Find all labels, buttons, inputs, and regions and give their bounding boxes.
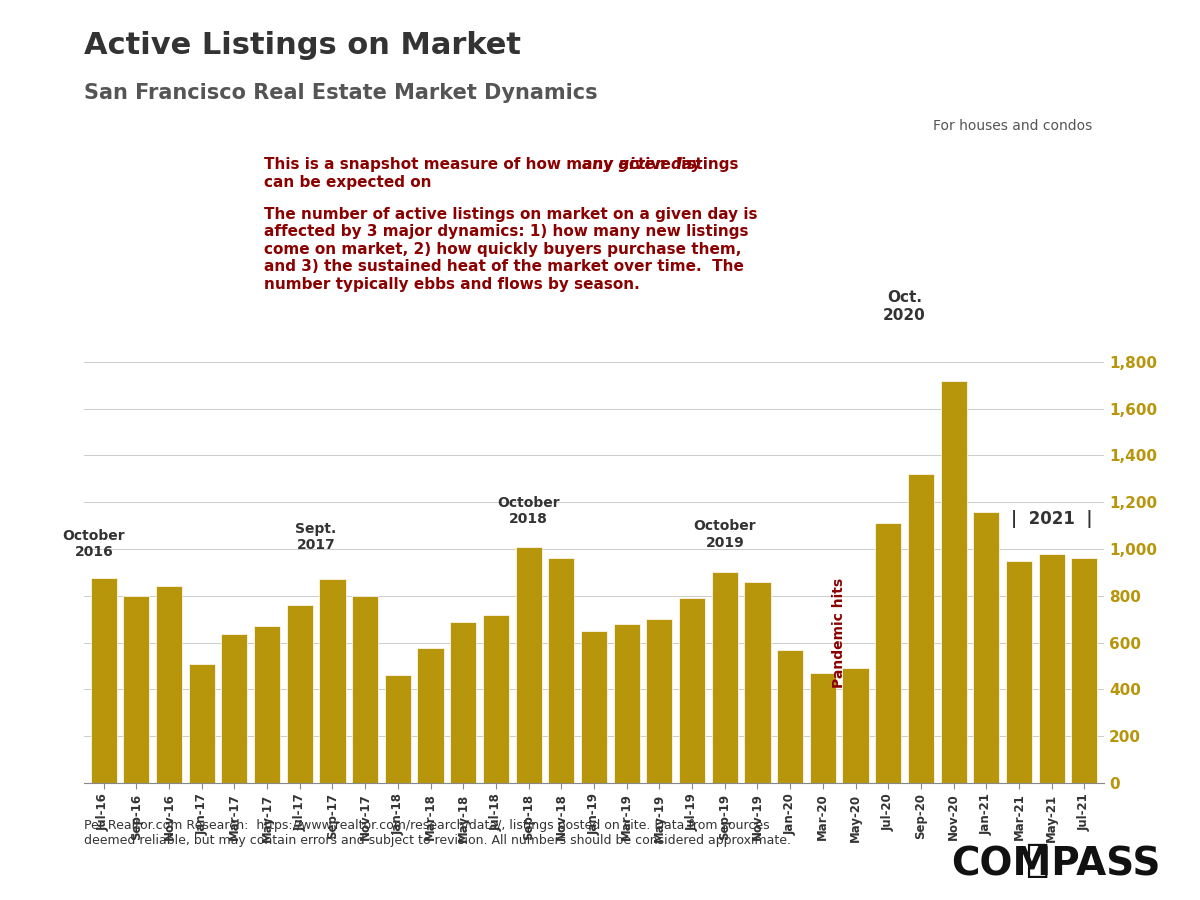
Bar xyxy=(712,572,738,783)
Bar xyxy=(450,622,476,783)
Bar xyxy=(385,675,410,783)
Bar xyxy=(188,663,215,783)
Bar xyxy=(679,598,706,783)
Bar xyxy=(352,596,378,783)
Text: October
2019: October 2019 xyxy=(694,519,756,550)
Text: Sept.
2017: Sept. 2017 xyxy=(295,522,337,552)
Bar xyxy=(516,546,541,783)
Bar xyxy=(287,605,313,783)
Bar xyxy=(613,624,640,783)
Text: October
2018: October 2018 xyxy=(497,496,560,526)
Bar xyxy=(319,580,346,783)
Text: Ⓞ: Ⓞ xyxy=(1025,842,1049,879)
Bar xyxy=(875,523,901,783)
Bar xyxy=(1006,561,1032,783)
Bar xyxy=(744,581,770,783)
Bar xyxy=(124,596,149,783)
Text: Per Realtor.com Research:  https://www.realtor.com/research/data/, listings post: Per Realtor.com Research: https://www.re… xyxy=(84,819,791,847)
Bar xyxy=(908,474,934,783)
Text: The number of active listings on market on a given day is
affected by 3 major dy: The number of active listings on market … xyxy=(264,207,757,292)
Text: For houses and condos: For houses and condos xyxy=(932,120,1092,133)
Bar xyxy=(254,626,280,783)
Bar xyxy=(842,669,869,783)
Text: Active Listings on Market: Active Listings on Market xyxy=(84,31,521,60)
Text: |  2021  |: | 2021 | xyxy=(1010,509,1092,527)
Bar xyxy=(548,558,575,783)
Text: COMPASS: COMPASS xyxy=(952,846,1160,884)
Text: This is a snapshot measure of how many active listings
can be expected on: This is a snapshot measure of how many a… xyxy=(264,158,738,190)
Bar xyxy=(581,631,607,783)
Text: Pandemic hits: Pandemic hits xyxy=(832,578,846,689)
Bar xyxy=(90,579,116,783)
Bar xyxy=(973,511,1000,783)
Text: San Francisco Real Estate Market Dynamics: San Francisco Real Estate Market Dynamic… xyxy=(84,83,598,103)
Bar xyxy=(482,615,509,783)
Bar xyxy=(418,648,444,783)
Bar xyxy=(778,650,803,783)
Text: Oct.
2020: Oct. 2020 xyxy=(883,291,926,323)
Bar xyxy=(941,381,967,783)
Bar xyxy=(810,673,836,783)
Text: October
2016: October 2016 xyxy=(62,529,125,559)
Text: any given day: any given day xyxy=(582,158,702,173)
Bar xyxy=(156,587,182,783)
Bar xyxy=(1039,554,1064,783)
Bar xyxy=(647,619,672,783)
Bar xyxy=(1072,558,1098,783)
Bar xyxy=(221,634,247,783)
